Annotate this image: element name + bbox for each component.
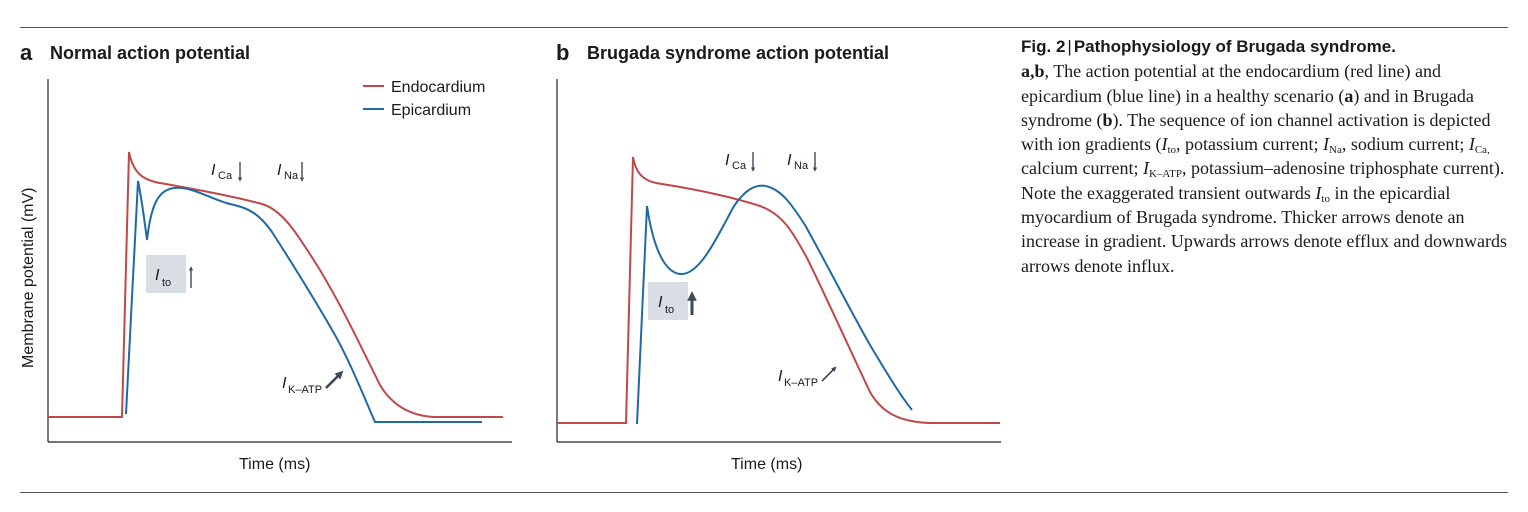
- panel-a-axes: [47, 79, 512, 443]
- caption-ito-desc: , potassium current;: [1176, 134, 1324, 155]
- caption-ica-sub: Ca,: [1474, 144, 1490, 157]
- panel-b-ikatp-arrow-icon: [821, 366, 837, 382]
- top-rule: [20, 27, 1508, 28]
- caption-ina-main: I: [1323, 134, 1330, 155]
- panel-a-ito-box: [146, 255, 186, 293]
- figure-caption: Fig. 2 | Pathophysiology of Brugada syndro…: [1021, 34, 1511, 278]
- panel-b-ikatp-label: I K–ATP: [778, 368, 818, 389]
- panel-a-endocardium-trace: [48, 151, 503, 418]
- svg-text:K–ATP: K–ATP: [784, 377, 818, 389]
- svg-text:Ca: Ca: [218, 170, 233, 182]
- caption-ina-desc: , sodium current;: [1341, 134, 1469, 155]
- caption-text-3: ). The sequence of ion channel activatio…: [1021, 109, 1491, 155]
- panel-a-letter: a: [20, 40, 33, 65]
- caption-ref-b: b: [1102, 109, 1113, 130]
- panel-b-ito-label: I to: [658, 294, 674, 316]
- panel-a-ikatp-label: I K–ATP: [282, 375, 322, 396]
- panel-b-endocardium-trace: [557, 156, 1000, 424]
- panel-b-x-axis-label: Time (ms): [731, 456, 803, 473]
- legend-epicardium-label: Epicardium: [391, 102, 471, 119]
- panel-b-epicardium-trace: [636, 184, 913, 425]
- caption-ref-a: a: [1344, 85, 1354, 106]
- caption-text-2: ) and in Brugada syndrome (: [1021, 85, 1474, 130]
- panel-b-ica-label: I Ca: [725, 152, 747, 172]
- panel-a-ica-label: I Ca: [211, 162, 233, 182]
- caption-ito2-main: I: [1315, 182, 1322, 203]
- svg-text:to: to: [162, 277, 171, 289]
- caption-ica-main: I: [1468, 134, 1475, 155]
- panel-a-x-axis-label: Time (ms): [239, 456, 311, 473]
- legend: Endocardium Epicardium: [363, 79, 485, 119]
- caption-ikatp-sub: K–ATP: [1148, 168, 1182, 181]
- panel-a-title: Normal action potential: [50, 43, 251, 63]
- caption-figure-label: Fig. 2: [1021, 37, 1066, 56]
- panel-a-ina-label: I Na: [277, 162, 299, 182]
- caption-panels-ref: a,b: [1021, 61, 1045, 82]
- svg-text:I: I: [211, 162, 216, 179]
- panel-a-ikatp-arrow-icon: [325, 370, 344, 389]
- svg-text:Na: Na: [284, 170, 299, 182]
- caption-ikatp-main: I: [1142, 158, 1149, 179]
- caption-ina-sub: Na: [1329, 144, 1342, 157]
- caption-ito-main: I: [1161, 134, 1168, 155]
- svg-text:I: I: [658, 294, 663, 311]
- caption-title: Pathophysiology of Brugada syndrome.: [1073, 37, 1396, 56]
- panel-a-epicardium-trace: [125, 180, 482, 423]
- bottom-rule: [20, 492, 1508, 493]
- panel-b-axes: [556, 79, 1001, 443]
- caption-ito2-sub: to: [1321, 192, 1330, 205]
- caption-ikatp-desc: , potassium–adenosine triphosphate curre…: [1021, 158, 1505, 203]
- panel-b-title: Brugada syndrome action potential: [587, 43, 890, 63]
- panel-b-letter: b: [556, 40, 570, 65]
- svg-text:I: I: [277, 162, 282, 179]
- svg-text:to: to: [665, 304, 674, 316]
- legend-endocardium-label: Endocardium: [391, 79, 485, 96]
- panel-a-ito-label: I to: [155, 267, 171, 289]
- svg-text:I: I: [787, 152, 792, 169]
- svg-text:Ca: Ca: [732, 160, 747, 172]
- svg-text:I: I: [778, 368, 783, 385]
- svg-text:I: I: [725, 152, 730, 169]
- svg-text:K–ATP: K–ATP: [288, 384, 322, 396]
- svg-text:I: I: [155, 267, 160, 284]
- svg-text:Na: Na: [794, 160, 809, 172]
- caption-separator: |: [1067, 37, 1072, 56]
- panel-b-ito-box: [648, 282, 688, 320]
- caption-text-1: , The action potential at the endocardiu…: [1021, 61, 1442, 106]
- panel-b-ina-label: I Na: [787, 152, 809, 172]
- svg-text:I: I: [282, 375, 287, 392]
- caption-ica-desc: calcium current;: [1021, 158, 1143, 179]
- caption-text-4: in the epicardial myocardium of Brugada …: [1021, 182, 1508, 276]
- caption-ito-sub: to: [1167, 144, 1177, 157]
